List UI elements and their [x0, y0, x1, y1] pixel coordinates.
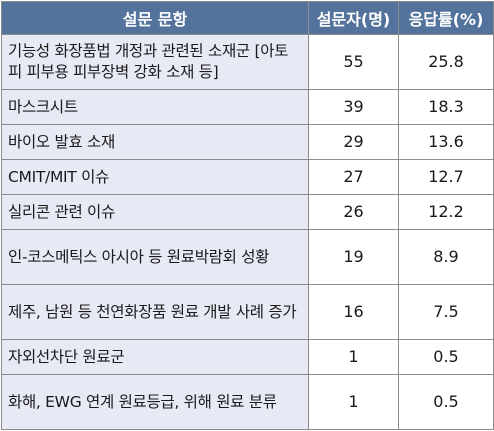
row-count: 26: [308, 194, 399, 230]
header-respondents: 설문자(명): [308, 1, 399, 35]
row-count: 19: [308, 229, 399, 285]
table-row: 제주, 남원 등 천연화장품 원료 개발 사례 증가 16 7.5: [1, 284, 494, 340]
header-response-rate: 응답률(%): [398, 1, 494, 35]
table-row: 화해, EWG 연계 원료등급, 위해 원료 분류 1 0.5: [1, 374, 494, 430]
row-rate: 13.6: [398, 124, 494, 160]
table-row: 바이오 발효 소재 29 13.6: [1, 124, 494, 160]
table-header: 설문 문항 설문자(명) 응답률(%): [1, 1, 494, 35]
row-item: 기능성 화장품법 개정과 관련된 소재군 [아토피 피부용 피부장벽 강화 소재…: [1, 34, 309, 90]
row-item: 제주, 남원 등 천연화장품 원료 개발 사례 증가: [1, 284, 309, 340]
row-rate: 12.2: [398, 194, 494, 230]
row-count: 1: [308, 374, 399, 430]
row-count: 1: [308, 339, 399, 375]
row-item: 인-코스메틱스 아시아 등 원료박람회 성황: [1, 229, 309, 285]
row-item: 실리콘 관련 이슈: [1, 194, 309, 230]
table-body: 기능성 화장품법 개정과 관련된 소재군 [아토피 피부용 피부장벽 강화 소재…: [1, 34, 494, 430]
row-rate: 0.5: [398, 374, 494, 430]
table-row: 기능성 화장품법 개정과 관련된 소재군 [아토피 피부용 피부장벽 강화 소재…: [1, 34, 494, 90]
row-rate: 18.3: [398, 89, 494, 125]
row-count: 27: [308, 159, 399, 195]
table-row: 실리콘 관련 이슈 26 12.2: [1, 194, 494, 230]
table-row: 자외선차단 원료군 1 0.5: [1, 339, 494, 375]
row-count: 55: [308, 34, 399, 90]
row-count: 39: [308, 89, 399, 125]
table-row: 마스크시트 39 18.3: [1, 89, 494, 125]
row-item: 자외선차단 원료군: [1, 339, 309, 375]
row-item: CMIT/MIT 이슈: [1, 159, 309, 195]
table-row: CMIT/MIT 이슈 27 12.7: [1, 159, 494, 195]
table-row: 인-코스메틱스 아시아 등 원료박람회 성황 19 8.9: [1, 229, 494, 285]
row-rate: 0.5: [398, 339, 494, 375]
row-rate: 25.8: [398, 34, 494, 90]
row-item: 화해, EWG 연계 원료등급, 위해 원료 분류: [1, 374, 309, 430]
row-count: 29: [308, 124, 399, 160]
row-item: 마스크시트: [1, 89, 309, 125]
row-item: 바이오 발효 소재: [1, 124, 309, 160]
row-rate: 8.9: [398, 229, 494, 285]
row-count: 16: [308, 284, 399, 340]
row-rate: 12.7: [398, 159, 494, 195]
header-question: 설문 문항: [1, 1, 309, 35]
header-row: 설문 문항 설문자(명) 응답률(%): [1, 1, 494, 35]
row-rate: 7.5: [398, 284, 494, 340]
